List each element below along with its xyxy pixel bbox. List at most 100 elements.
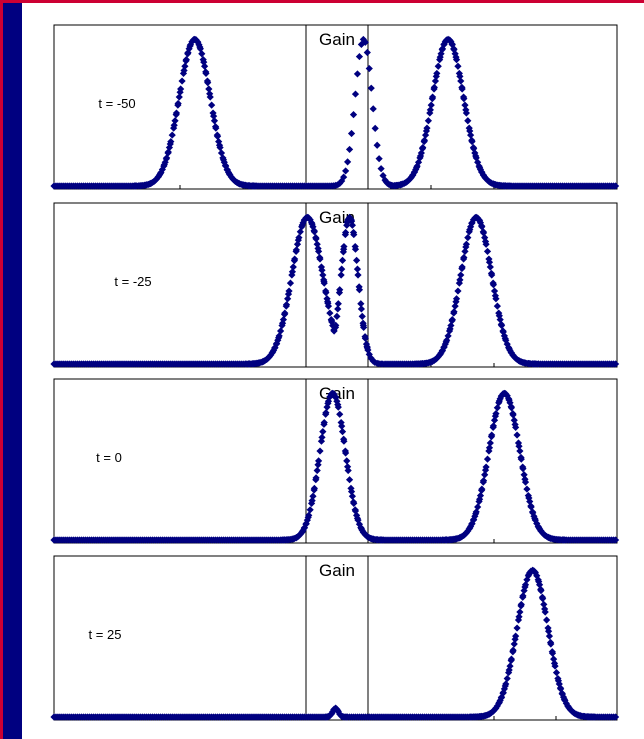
chart-1-data-point-295 xyxy=(434,62,442,70)
chart-3-data-point-147 xyxy=(306,506,314,514)
chart-2-data-point-363 xyxy=(496,315,504,324)
chart-2-data-point-234 xyxy=(357,305,365,313)
chart-4-data-point-324 xyxy=(558,690,566,698)
chart-2-data-point-146 xyxy=(286,279,295,287)
chart-1-data-point-134 xyxy=(216,143,224,152)
chart-3-data-point-344 xyxy=(517,455,525,463)
chart-1-data-point-116 xyxy=(201,62,209,70)
chart-1-data-point-336 xyxy=(471,149,479,157)
chart-4-data-point-262 xyxy=(502,680,510,688)
chart-4-data-point-295 xyxy=(533,572,541,580)
chart-4-data-point-279 xyxy=(517,600,525,609)
chart-1-data-point-121 xyxy=(205,85,213,93)
chart-4-data-point-272 xyxy=(511,635,519,643)
chart-1-time-label: t = -50 xyxy=(98,96,135,111)
chart-4-data-point-271 xyxy=(510,640,518,648)
chart-2-data-point-325 xyxy=(461,247,469,256)
chart-3-data-point-184 xyxy=(340,437,348,445)
chart-2-data-point-245 xyxy=(365,350,373,358)
chart-2-data-point-359 xyxy=(492,295,500,303)
chart-1-data-point-278 xyxy=(419,143,427,152)
chart-2-data-point-222 xyxy=(347,217,356,225)
chart-3-data-point-155 xyxy=(313,466,321,475)
chart-1-frame xyxy=(53,24,618,190)
chart-2-data-point-134 xyxy=(275,332,283,340)
chart-3-data-point-302 xyxy=(479,477,488,485)
chart-3-data-point-157 xyxy=(315,457,323,465)
chart-1-data-point-280 xyxy=(420,136,429,144)
chart-4-data-point-259 xyxy=(499,688,507,697)
chart-3-data-point-146 xyxy=(305,511,313,519)
chart-2-data-point-324 xyxy=(460,253,468,262)
chart-3-data-point-349 xyxy=(521,478,530,486)
chart-2-data-point-238 xyxy=(360,323,368,332)
chart-3-data-point-305 xyxy=(482,463,490,471)
chart-1-data-point-96 xyxy=(182,56,190,64)
chart-2-data-point-322 xyxy=(458,263,466,271)
chart-2-time-label: t = -25 xyxy=(114,274,151,289)
chart-1-data-point-124 xyxy=(208,101,216,109)
chart-3-data-point-338 xyxy=(512,423,520,432)
chart-1-data-point-226 xyxy=(355,52,364,61)
chart-2-data-point-143 xyxy=(284,295,292,303)
chart-3-data-point-298 xyxy=(476,491,485,500)
chart-1-data-point-87 xyxy=(174,99,182,108)
chart-2-data-point-232 xyxy=(355,286,364,294)
chart-4-data-point-369 xyxy=(611,713,620,721)
chart-3-data-point-317 xyxy=(493,404,501,412)
chart-2-data-point-365 xyxy=(497,321,506,330)
chart-1-data-point-126 xyxy=(210,112,218,120)
chart-1-data-point-123 xyxy=(206,93,214,101)
chart-2-data-point-367 xyxy=(499,328,507,336)
chart-3-data-point-300 xyxy=(478,485,486,493)
chart-1-data-point-237 xyxy=(377,165,385,173)
chart-3-data-point-336 xyxy=(510,416,518,424)
chart-3-data-point-342 xyxy=(516,447,524,455)
chart-3-data-point-141 xyxy=(300,523,309,532)
chart-2-data-point-311 xyxy=(448,315,456,324)
chart-3-data-point-190 xyxy=(345,476,354,484)
chart-4-data-point-275 xyxy=(514,616,523,624)
chart-1-data-point-285 xyxy=(426,109,434,117)
chart-1-data-point-112 xyxy=(196,45,204,53)
chart-2-data-point-235 xyxy=(358,312,366,320)
chart-1-data-point-232 xyxy=(367,84,375,92)
chart-1-data-point-220 xyxy=(344,158,352,166)
chart-3-data-point-159 xyxy=(317,437,326,445)
chart-4-data-point-257 xyxy=(497,693,506,701)
chart-3-data-point-186 xyxy=(342,449,350,457)
chart-1-data-point-291 xyxy=(430,83,438,91)
chart-1-data-point-294 xyxy=(433,69,441,78)
chart-4-data-point-266 xyxy=(506,662,514,670)
chart-3-data-point-178 xyxy=(334,403,342,411)
chart-4-data-point-284 xyxy=(521,581,530,589)
chart-4-data-point-311 xyxy=(547,640,555,648)
chart-2-data-point-140 xyxy=(281,309,289,317)
chart-1-data-point-267 xyxy=(409,171,417,179)
chart-4-data-point-255 xyxy=(496,696,504,705)
chart-1-data-point-319 xyxy=(456,72,464,81)
chart-3-data-point-331 xyxy=(506,399,514,407)
chart-4-data-point-282 xyxy=(520,587,528,595)
chart-1-data-point-286 xyxy=(426,106,434,114)
chart-1-data-point-90 xyxy=(177,85,185,93)
chart-3-time-label: t = 0 xyxy=(96,450,122,465)
chart-4-time-label: t = 25 xyxy=(89,627,122,642)
chart-2-data-point-204 xyxy=(334,300,342,308)
chart-3-data-point-187 xyxy=(343,457,351,465)
chart-2-data-point-157 xyxy=(296,228,304,236)
chart-4-data-point-302 xyxy=(539,595,547,603)
chart-4-data-point-276 xyxy=(515,613,523,621)
chart-3-data-point-306 xyxy=(483,455,492,463)
chart-2-data-point-227 xyxy=(351,245,360,253)
chart-2-data-point-203 xyxy=(334,305,342,313)
chart-1-data-point-82 xyxy=(170,121,178,129)
chart-3-data-point-308 xyxy=(485,444,494,452)
chart-2-data-point-328 xyxy=(464,234,472,242)
chart-4-data-point-327 xyxy=(561,696,569,705)
chart-2-data-point-206 xyxy=(336,286,344,294)
chart-3-data-point-328 xyxy=(503,392,511,400)
chart-4-data-point-305 xyxy=(541,608,549,616)
chart-3-data-point-152 xyxy=(310,484,318,492)
chart-1-data-point-320 xyxy=(457,77,465,85)
